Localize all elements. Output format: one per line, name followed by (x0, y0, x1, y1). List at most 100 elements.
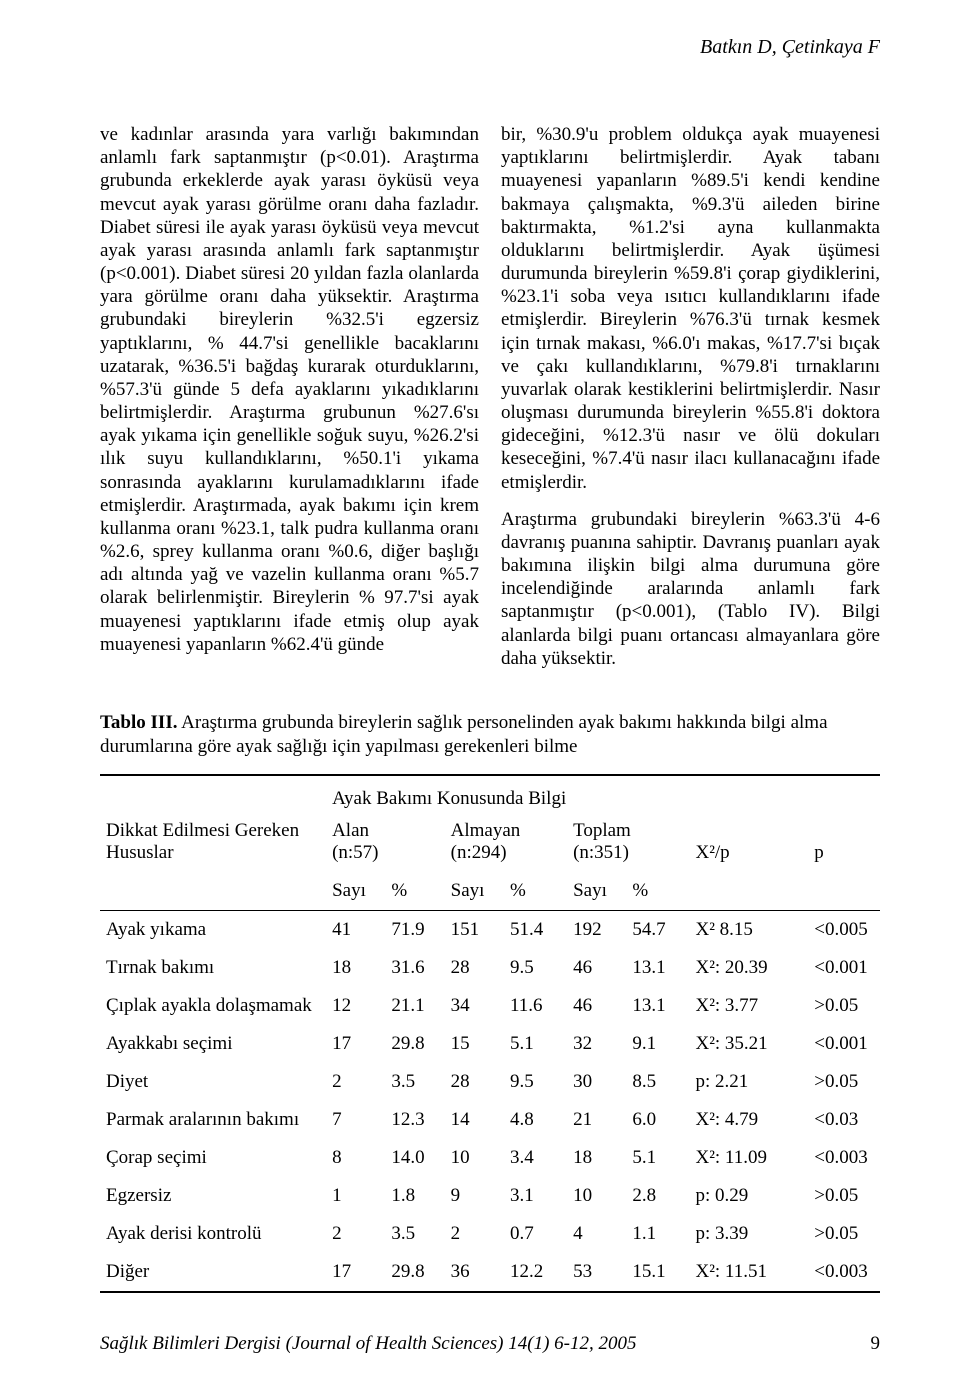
table-cell: 9.5 (504, 1063, 567, 1101)
table-cell: X²: 4.79 (689, 1101, 808, 1139)
col-almayan: Almayan (n:294) (445, 812, 567, 872)
table-cell: 2 (326, 1063, 385, 1101)
col-stat: X²/p (689, 812, 808, 872)
table-cell: 2 (445, 1215, 504, 1253)
table-cell: 3.4 (504, 1139, 567, 1177)
table-cell: p: 0.29 (689, 1177, 808, 1215)
table-caption: Tablo III. Araştırma grubunda bireylerin… (100, 711, 880, 760)
table-cell: 17 (326, 1253, 385, 1292)
table-cell: 10 (567, 1177, 626, 1215)
table-cell: >0.05 (808, 1177, 880, 1215)
table-cell: 2.8 (626, 1177, 689, 1215)
table-cell: p: 2.21 (689, 1063, 808, 1101)
table-cell: 4 (567, 1215, 626, 1253)
table-cell: 14 (445, 1101, 504, 1139)
table-cell: 12.3 (385, 1101, 444, 1139)
table-cell: 3.1 (504, 1177, 567, 1215)
table-cell: 41 (326, 910, 385, 949)
table-cell: 8 (326, 1139, 385, 1177)
table-cell: 1 (326, 1177, 385, 1215)
table-cell: 8.5 (626, 1063, 689, 1101)
table-cell: 54.7 (626, 910, 689, 949)
table-cell: 17 (326, 1025, 385, 1063)
table-row: Egzersiz11.893.1102.8p: 0.29>0.05 (100, 1177, 880, 1215)
table-cell: 51.4 (504, 910, 567, 949)
table-cell: Parmak aralarının bakımı (100, 1101, 326, 1139)
table-cell: Ayak yıkama (100, 910, 326, 949)
table-cell: 21.1 (385, 987, 444, 1025)
footer: Sağlık Bilimleri Dergisi (Journal of Hea… (100, 1333, 880, 1355)
col-alan: Alan (n:57) (326, 812, 445, 872)
table-row: Ayakkabı seçimi1729.8155.1329.1X²: 35.21… (100, 1025, 880, 1063)
body-right-paragraph-1: bir, %30.9'u problem oldukça ayak muayen… (501, 123, 880, 494)
table-row: Çıplak ayakla dolaşmamak1221.13411.64613… (100, 987, 880, 1025)
table-cell: 34 (445, 987, 504, 1025)
table-cell: 192 (567, 910, 626, 949)
table-cell: <0.03 (808, 1101, 880, 1139)
body-columns: ve kadınlar arasında yara varlığı bakımı… (100, 123, 880, 677)
col-p: p (808, 812, 880, 872)
table-cell: 1.8 (385, 1177, 444, 1215)
table-left-header: Dikkat Edilmesi Gereken Hususlar (100, 812, 326, 872)
table-cell: 10 (445, 1139, 504, 1177)
hdr-pct-3: % (626, 872, 689, 911)
body-right-paragraph-2: Araştırma grubundaki bireylerin %63.3'ü … (501, 508, 880, 670)
table-cell: 0.7 (504, 1215, 567, 1253)
table-row: Ayak derisi kontrolü23.520.741.1p: 3.39>… (100, 1215, 880, 1253)
table-cell: 13.1 (626, 987, 689, 1025)
table-cell: 71.9 (385, 910, 444, 949)
table-row: Ayak yıkama4171.915151.419254.7X² 8.15<0… (100, 910, 880, 949)
table-cell: 5.1 (504, 1025, 567, 1063)
table-cell: X² 8.15 (689, 910, 808, 949)
table-cell: 13.1 (626, 949, 689, 987)
table-cell: 15.1 (626, 1253, 689, 1292)
table-cell: X²: 20.39 (689, 949, 808, 987)
table-cell: 5.1 (626, 1139, 689, 1177)
hdr-sayi-1: Sayı (326, 872, 385, 911)
table-cell: 4.8 (504, 1101, 567, 1139)
table-cell: <0.003 (808, 1139, 880, 1177)
table-cell: 9.1 (626, 1025, 689, 1063)
table-cell: Çıplak ayakla dolaşmamak (100, 987, 326, 1025)
table-block: Tablo III. Araştırma grubunda bireylerin… (100, 711, 880, 1293)
table-cell: 53 (567, 1253, 626, 1292)
footer-page-number: 9 (871, 1333, 881, 1355)
table-cell: >0.05 (808, 987, 880, 1025)
table-cell: 11.6 (504, 987, 567, 1025)
table-cell: Tırnak bakımı (100, 949, 326, 987)
table-body: Ayak yıkama4171.915151.419254.7X² 8.15<0… (100, 910, 880, 1292)
hdr-sayi-3: Sayı (567, 872, 626, 911)
table-caption-label: Tablo III. (100, 712, 177, 733)
table-cell: 12 (326, 987, 385, 1025)
table-cell: 18 (567, 1139, 626, 1177)
table-cell: 31.6 (385, 949, 444, 987)
table-cell: 29.8 (385, 1025, 444, 1063)
table-cell: 21 (567, 1101, 626, 1139)
table-cell: <0.001 (808, 1025, 880, 1063)
table-cell: Çorap seçimi (100, 1139, 326, 1177)
table-cell: 14.0 (385, 1139, 444, 1177)
footer-journal: Sağlık Bilimleri Dergisi (Journal of Hea… (100, 1333, 636, 1354)
table-cell: 18 (326, 949, 385, 987)
table-cell: p: 3.39 (689, 1215, 808, 1253)
table-cell: Ayak derisi kontrolü (100, 1215, 326, 1253)
table-cell: 151 (445, 910, 504, 949)
table-cell: 28 (445, 1063, 504, 1101)
header-authors: Batkın D, Çetinkaya F (100, 36, 880, 59)
table-cell: 2 (326, 1215, 385, 1253)
table-row: Parmak aralarının bakımı712.3144.8216.0X… (100, 1101, 880, 1139)
table-cell: 3.5 (385, 1063, 444, 1101)
table-cell: >0.05 (808, 1215, 880, 1253)
body-left-paragraph: ve kadınlar arasında yara varlığı bakımı… (100, 123, 479, 656)
table-row: Çorap seçimi814.0103.4185.1X²: 11.09<0.0… (100, 1139, 880, 1177)
table-cell: 3.5 (385, 1215, 444, 1253)
table-caption-text: Araştırma grubunda bireylerin sağlık per… (100, 712, 828, 757)
hdr-pct-2: % (504, 872, 567, 911)
table-cell: Diğer (100, 1253, 326, 1292)
table-cell: 7 (326, 1101, 385, 1139)
table-cell: Egzersiz (100, 1177, 326, 1215)
table-cell: <0.001 (808, 949, 880, 987)
hdr-sayi-2: Sayı (445, 872, 504, 911)
table-group-header: Ayak Bakımı Konusunda Bilgi (326, 775, 689, 812)
table-cell: 32 (567, 1025, 626, 1063)
